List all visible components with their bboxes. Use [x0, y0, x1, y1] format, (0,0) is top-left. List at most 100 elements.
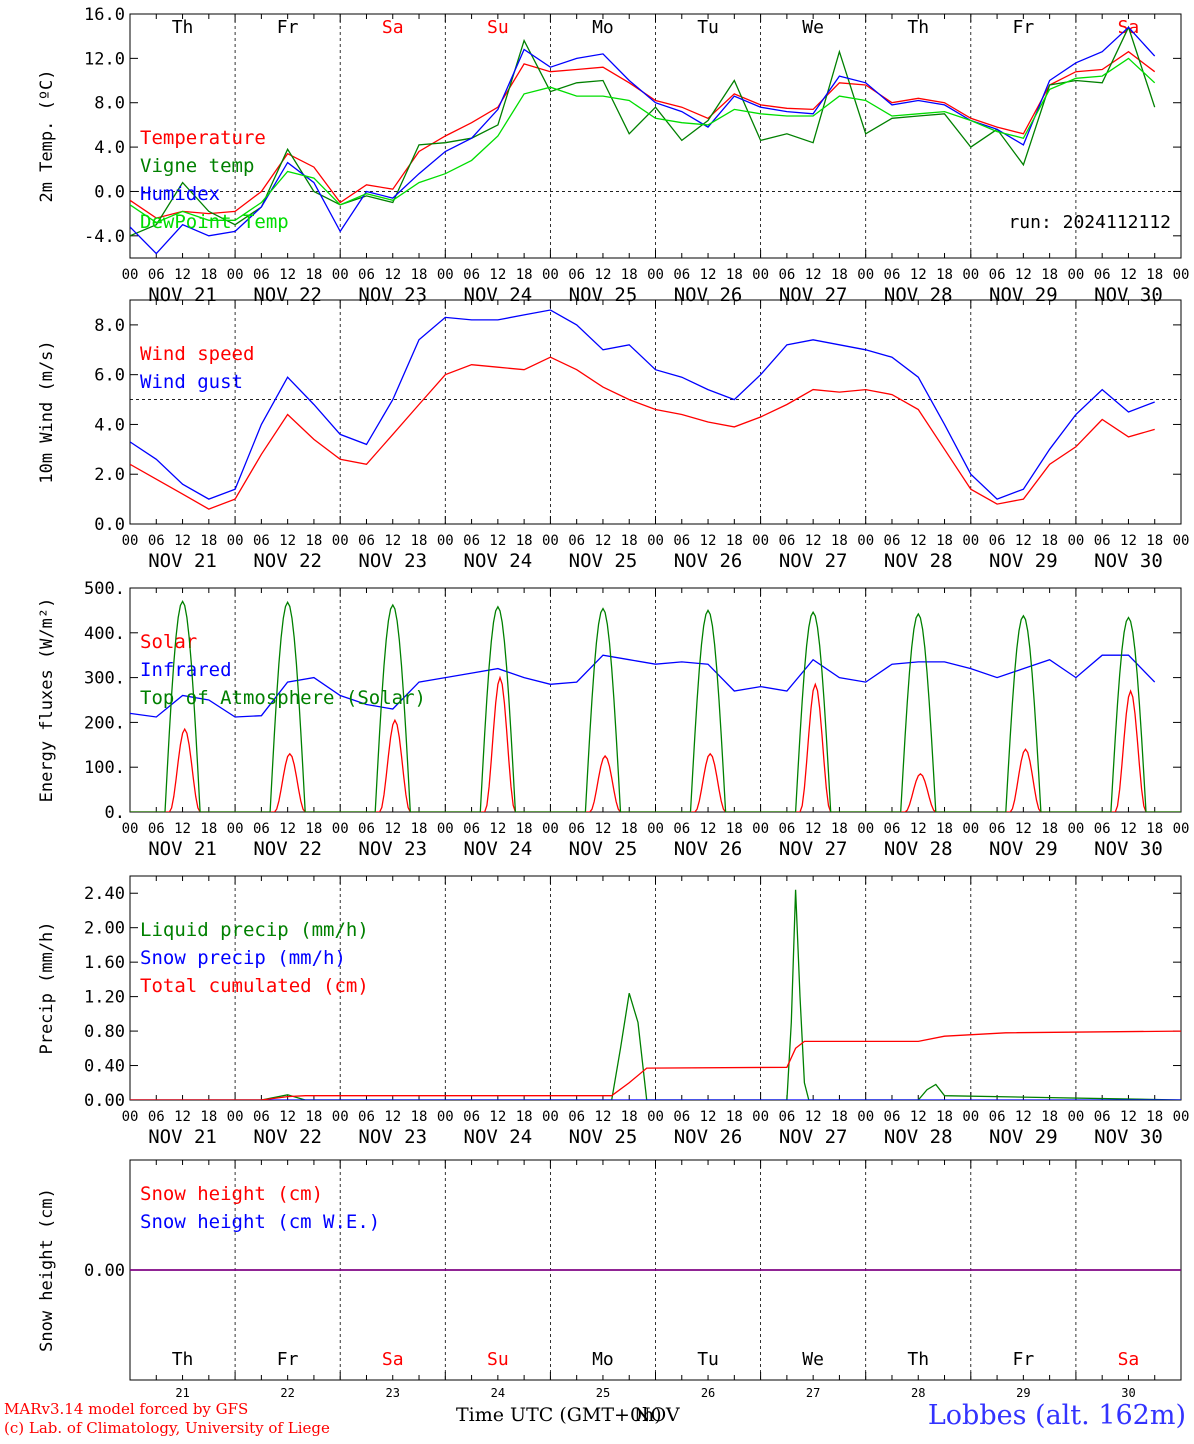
y-tick-label: 200. [84, 713, 125, 733]
panel-temp: -4.0 0.0 4.0 8.0 12.0 16.0 2m Temp. (ºC) 00 06 12… [37, 5, 1189, 306]
day-number-label: 26 [701, 1386, 715, 1400]
hour-tick-label: 06 [568, 533, 585, 549]
panel-snow: 0.00 Snow height (cm) Th Fr Sa Su Mo Tu We Th Fr Sa… [37, 1159, 1182, 1400]
hour-tick-label: 06 [884, 1109, 901, 1125]
y-tick-label: 100. [84, 758, 125, 778]
hour-tick-label: 12 [1015, 533, 1032, 549]
weekday-label: Sa [382, 17, 404, 38]
hour-tick-label: 18 [200, 821, 217, 837]
legend-entry: Wind speed [140, 343, 254, 365]
panel-energy: 0. 100. 200. 300. 400. 500. Energy fluxes (W/m… [37, 579, 1189, 860]
hour-tick-label: 12 [279, 533, 296, 549]
hour-tick-label: 18 [305, 821, 322, 837]
hour-tick-label: 18 [936, 1109, 953, 1125]
weekday-label: Fr [1013, 1349, 1035, 1370]
hour-tick-label: 06 [884, 533, 901, 549]
panel-wind: 0.0 2.0 4.0 6.0 8.0 10m Wind (m/s) 00 06 12 18 00 0… [37, 299, 1189, 572]
hour-tick-label: 12 [910, 267, 927, 283]
y-tick-label: 500. [84, 579, 125, 599]
y-tick-label: 2.40 [84, 884, 125, 904]
weekday-label: Fr [1013, 17, 1035, 38]
y-tick-label: 0.00 [84, 1091, 125, 1111]
hour-tick-label: 00 [437, 1109, 454, 1125]
hour-tick-label: 00 [227, 533, 244, 549]
hour-tick-label: 12 [384, 533, 401, 549]
hour-tick-label: 00 [857, 533, 874, 549]
weekday-label: Tu [697, 17, 719, 38]
y-tick-label: 0.80 [84, 1022, 125, 1042]
hour-tick-label: 12 [700, 821, 717, 837]
hour-tick-label: 12 [174, 267, 191, 283]
y-tick-label: 1.20 [84, 988, 125, 1008]
hour-tick-label: 12 [1015, 821, 1032, 837]
series-line-dewpoint-temp [130, 57, 1156, 224]
hour-tick-label: 06 [358, 821, 375, 837]
date-label: NOV 29 [989, 1126, 1058, 1148]
hour-tick-label: 06 [673, 267, 690, 283]
y-tick-label: 16.0 [84, 5, 125, 25]
date-label: NOV 23 [358, 1126, 427, 1148]
hour-tick-label: 18 [621, 821, 638, 837]
hour-tick-label: 00 [1067, 1109, 1084, 1125]
hour-tick-label: 18 [936, 821, 953, 837]
hour-tick-label: 18 [200, 267, 217, 283]
weekday-label: Th [907, 17, 929, 38]
legend-entry: Humidex [140, 183, 220, 205]
date-label: NOV 22 [253, 550, 322, 572]
hour-tick-label: 18 [305, 1109, 322, 1125]
weekday-label: Su [487, 17, 509, 38]
legend-entry: Infrared [140, 659, 232, 681]
date-label: NOV 23 [358, 838, 427, 860]
hour-tick-label: 18 [726, 1109, 743, 1125]
hour-tick-label: 06 [1094, 1109, 1111, 1125]
hour-tick-label: 18 [411, 533, 428, 549]
legend-entry: Snow height (cm) [140, 1183, 323, 1205]
hour-tick-label: 00 [1067, 267, 1084, 283]
hour-tick-label: 12 [595, 1109, 612, 1125]
hour-tick-label: 18 [1041, 267, 1058, 283]
hour-tick-label: 12 [279, 821, 296, 837]
hour-tick-label: 06 [463, 533, 480, 549]
hour-tick-label: 06 [884, 821, 901, 837]
hour-tick-label: 18 [831, 533, 848, 549]
hour-tick-label: 00 [122, 267, 139, 283]
hour-tick-label: 00 [332, 1109, 349, 1125]
hour-tick-label: 06 [778, 1109, 795, 1125]
hour-tick-label: 18 [726, 267, 743, 283]
hour-tick-label: 12 [279, 267, 296, 283]
hour-tick-label: 12 [384, 821, 401, 837]
date-label: NOV 27 [779, 550, 848, 572]
panel-frame [129, 299, 1182, 525]
weekday-label: Sa [1118, 1349, 1140, 1370]
y-axis-label: Precip (mm/h) [37, 921, 57, 1054]
hour-tick-label: 12 [1015, 1109, 1032, 1125]
date-label: NOV 29 [989, 838, 1058, 860]
legend-entry: Wind gust [140, 371, 243, 393]
weekday-label: We [802, 17, 824, 38]
hour-tick-label: 06 [148, 533, 165, 549]
hour-tick-label: 18 [411, 1109, 428, 1125]
hour-tick-label: 06 [1094, 267, 1111, 283]
hour-tick-label: 12 [700, 1109, 717, 1125]
hour-tick-label: 18 [516, 533, 533, 549]
hour-tick-label: 06 [148, 267, 165, 283]
run-label: run: 2024112112 [1008, 212, 1171, 233]
hour-tick-label: 06 [778, 533, 795, 549]
hour-tick-label: 06 [1094, 533, 1111, 549]
hour-tick-label: 12 [805, 533, 822, 549]
date-label: NOV 24 [464, 550, 533, 572]
weekday-label: Su [487, 1349, 509, 1370]
hour-tick-label: 12 [805, 1109, 822, 1125]
y-axis-label: Snow height (cm) [37, 1188, 57, 1352]
hour-tick-label: 18 [516, 821, 533, 837]
date-label: NOV 27 [779, 838, 848, 860]
series-line-infrared [130, 654, 1156, 718]
hour-tick-label: 18 [621, 533, 638, 549]
day-number-label: 28 [911, 1386, 925, 1400]
hour-tick-label: 12 [384, 267, 401, 283]
station-label: Lobbes (alt. 162m) [927, 1400, 1186, 1431]
hour-tick-label: 12 [1120, 533, 1137, 549]
hour-tick-label: 00 [752, 821, 769, 837]
date-label: NOV 27 [779, 1126, 848, 1148]
